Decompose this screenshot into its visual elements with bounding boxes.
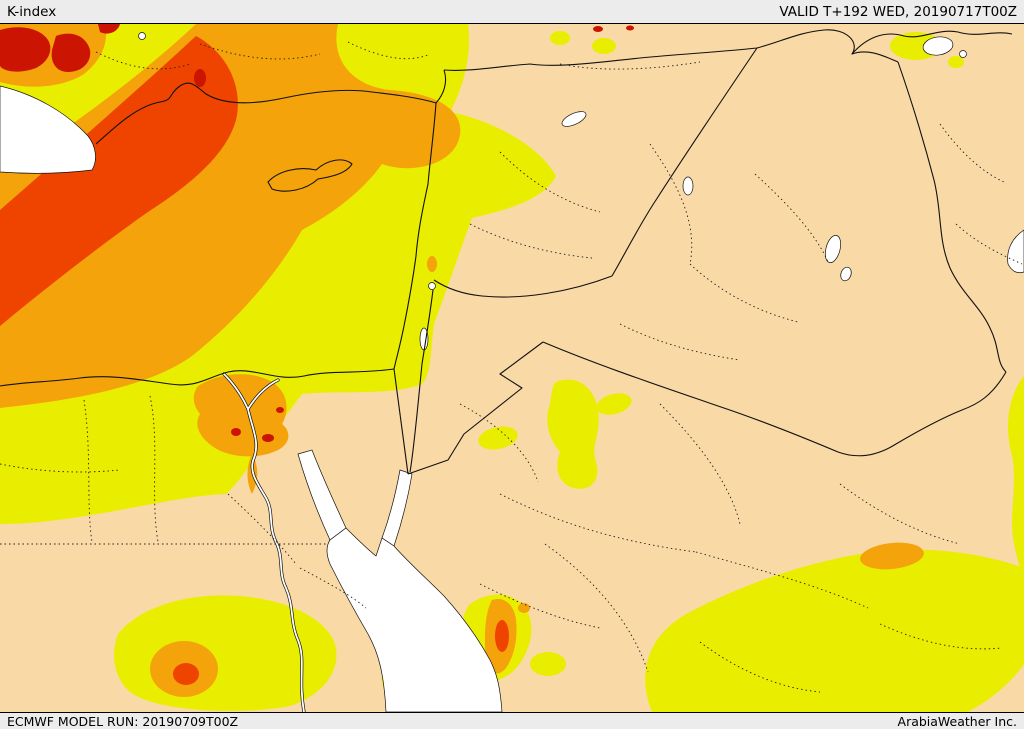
jordan-saudi-border (407, 341, 544, 475)
map-title: K-index (7, 3, 57, 20)
kindex-map (0, 24, 1024, 712)
lake-van-small (959, 50, 967, 58)
syria-jordan-border (433, 275, 613, 298)
iraq-iran-border (897, 61, 1007, 373)
header-bar: K-index VALID T+192 WED, 20190717T00Z (0, 0, 1024, 24)
iraq-lake-2 (840, 266, 852, 282)
turkey-northeast-border (851, 30, 1013, 55)
egypt-israel-border (393, 368, 409, 475)
lake-assad (561, 111, 587, 127)
red-sea (326, 527, 503, 712)
egypt-north-coast (0, 368, 395, 387)
iraq-lake-1 (824, 235, 842, 263)
kindex-map-svg (0, 24, 1024, 712)
levant-coast (393, 102, 437, 370)
sea-of-galilee-lake (428, 282, 436, 290)
nile-river (222, 372, 306, 712)
country-borders (0, 29, 1013, 475)
turkey-lake (138, 32, 146, 40)
cyprus-outline (267, 159, 353, 192)
water-bodies (0, 32, 1024, 712)
mediterranean-sea (0, 85, 96, 174)
attribution-label: ArabiaWeather Inc. (897, 713, 1017, 729)
footer-bar: ECMWF MODEL RUN: 20190709T00Z ArabiaWeat… (0, 712, 1024, 729)
syria-iraq-border (611, 47, 758, 277)
valid-time-label: VALID T+192 WED, 20190717T00Z (779, 3, 1017, 20)
lake-van (922, 36, 954, 56)
admin-borders-dotted (0, 41, 1023, 693)
jordan-valley-border (409, 289, 434, 473)
model-run-label: ECMWF MODEL RUN: 20190709T00Z (7, 713, 239, 729)
lake-tharthar (682, 176, 694, 196)
iraq-saudi-border (542, 341, 1007, 457)
fill-layer-dark-red (0, 24, 634, 442)
turkey-south-coast (95, 69, 447, 145)
turkey-syria-border (443, 29, 899, 71)
lake-urmia-edge (1007, 229, 1024, 274)
